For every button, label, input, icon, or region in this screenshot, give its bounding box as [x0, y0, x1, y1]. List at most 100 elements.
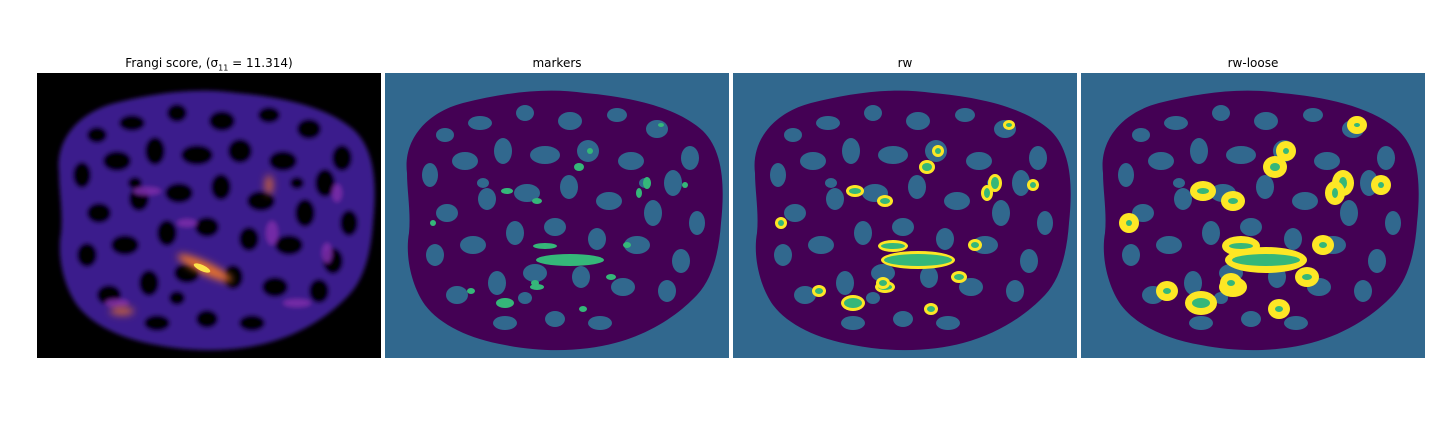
frangi-hole [87, 127, 107, 143]
rw-background-hole [800, 152, 826, 170]
frangi-ridge [266, 221, 278, 245]
markers-background-hole [681, 146, 699, 170]
frangi-hole [239, 315, 265, 331]
rw-marker-region [880, 198, 890, 204]
rw-background-hole [808, 236, 834, 254]
frangi-hole [128, 177, 142, 189]
markers-background-hole [618, 152, 644, 170]
rw-loose-background-hole [1303, 108, 1323, 122]
frangi-hole [340, 210, 358, 236]
markers-background-hole [468, 116, 492, 130]
rw-loose-background-hole [1377, 146, 1395, 170]
frangi-hole [295, 199, 315, 227]
rw-background-hole [770, 163, 786, 187]
markers-marker-region [501, 188, 513, 194]
rw-loose-marker-region [1354, 123, 1360, 127]
rw-background-hole [816, 116, 840, 130]
rw-loose-background-hole [1340, 200, 1358, 226]
rw-marker-region [844, 298, 862, 308]
frangi-hole [73, 162, 91, 188]
rw-marker-region [971, 242, 979, 248]
rw-marker-region [1006, 123, 1012, 127]
markers-marker-region [643, 177, 651, 189]
rw-loose-marker-region [1192, 298, 1210, 308]
markers-marker-region [623, 242, 631, 248]
markers-background-hole [644, 200, 662, 226]
markers-background-hole [530, 146, 560, 164]
rw-panel-title: rw [897, 56, 913, 70]
markers-marker-region [467, 288, 475, 294]
frangi-ridge [322, 243, 332, 263]
markers-background-hole [426, 244, 444, 266]
frangi-hole [165, 183, 193, 203]
rw-tissue-region [754, 90, 1071, 351]
rw-loose-background-hole [1122, 244, 1140, 266]
rw-marker-region [922, 163, 932, 171]
rw-loose-background-hole [1190, 138, 1208, 164]
markers-background-hole [544, 218, 566, 236]
rw-background-hole [784, 204, 806, 222]
rw-background-hole [1012, 170, 1030, 196]
markers-background-hole [523, 264, 547, 282]
rw-background-hole [944, 192, 970, 210]
rw-loose-tissue-region [1102, 90, 1419, 351]
frangi-hole [145, 137, 165, 165]
rw-background-hole [866, 292, 880, 304]
rw-loose-marker-region [1228, 198, 1238, 204]
frangi-ridge [332, 184, 342, 202]
rw-background-hole [826, 188, 844, 210]
rw-background-hole [1029, 146, 1047, 170]
rw-background-hole [1020, 249, 1038, 273]
rw-image [733, 73, 1077, 358]
rw-background-hole [893, 311, 913, 327]
rw-loose-background-hole [1184, 271, 1202, 295]
frangi-score-image [37, 73, 381, 358]
rw-background-hole [871, 264, 895, 282]
markers-marker-region [682, 182, 688, 188]
markers-background-hole [446, 286, 468, 304]
rw-loose-marker-region [1270, 163, 1280, 171]
rw-canvas [733, 73, 1077, 358]
markers-marker-region [496, 298, 514, 308]
rw-background-hole [1037, 211, 1053, 235]
markers-background-hole [624, 236, 650, 254]
rw-background-hole [908, 175, 926, 199]
rw-loose-background-hole [1241, 311, 1261, 327]
markers-marker-region [574, 163, 584, 171]
markers-marker-region [533, 243, 557, 249]
markers-background-hole [460, 236, 486, 254]
markers-marker-region [536, 254, 604, 266]
markers-canvas [385, 73, 729, 358]
rw-background-hole [878, 146, 908, 164]
frangi-hole [309, 279, 329, 303]
frangi-hole [290, 177, 304, 189]
rw-background-hole [920, 266, 938, 288]
rw-marker-region [849, 188, 861, 194]
markers-background-hole [488, 271, 506, 295]
rw-loose-background-hole [1118, 163, 1134, 187]
rw-loose-background-hole [1226, 146, 1256, 164]
markers-background-hole [689, 211, 705, 235]
rw-loose-background-hole [1189, 316, 1213, 330]
rw-loose-background-hole [1284, 316, 1308, 330]
rw-loose-marker-region [1319, 242, 1327, 248]
frangi-hole [223, 265, 243, 289]
rw-loose-marker-region [1283, 148, 1289, 154]
markers-marker-region [532, 198, 542, 204]
rw-loose-background-hole [1164, 116, 1188, 130]
frangi-ridge [105, 299, 129, 307]
frangi-ridge [283, 299, 311, 307]
markers-background-hole [572, 266, 590, 288]
rw-loose-background-hole [1212, 105, 1230, 121]
rw-loose-marker-region [1126, 220, 1132, 226]
markers-marker-region [430, 220, 436, 226]
rw-background-hole [794, 286, 816, 304]
rw-loose-image [1081, 73, 1425, 358]
markers-background-hole [545, 311, 565, 327]
frangi-hole [297, 119, 321, 139]
rw-background-hole [841, 316, 865, 330]
rw-marker-region [984, 188, 990, 198]
markers-background-hole [436, 128, 454, 142]
markers-background-hole [516, 105, 534, 121]
rw-background-hole [825, 178, 837, 188]
